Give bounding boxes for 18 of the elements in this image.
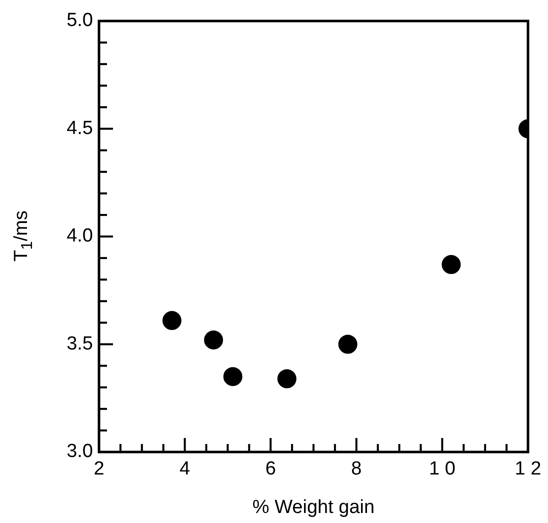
x-tick-label: 1 0 bbox=[428, 458, 456, 480]
x-tick-label: 4 bbox=[180, 458, 191, 480]
x-tick-label: 8 bbox=[351, 458, 362, 480]
y-tick-label: 4.5 bbox=[66, 118, 93, 139]
y-tick-label: 4.0 bbox=[66, 226, 93, 247]
x-axis-title: % Weight gain bbox=[252, 496, 375, 518]
x-tick-label: 6 bbox=[265, 458, 276, 480]
x-tick-label: 2 bbox=[94, 458, 104, 480]
x-tick-label: 1 2 bbox=[514, 458, 542, 480]
point bbox=[277, 369, 296, 388]
point bbox=[338, 334, 358, 354]
y-tick-label: 3.0 bbox=[66, 441, 93, 462]
point bbox=[442, 255, 461, 274]
y-tick-label: 5.0 bbox=[66, 10, 93, 32]
y-tick-label: 3.5 bbox=[66, 333, 93, 354]
point bbox=[162, 311, 182, 330]
point bbox=[223, 367, 242, 386]
point bbox=[204, 330, 224, 350]
